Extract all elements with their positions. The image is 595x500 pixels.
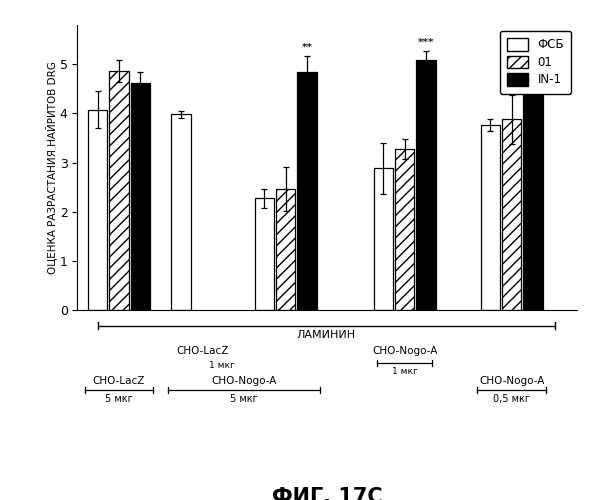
Bar [524, 89, 543, 310]
Y-axis label: ОЦЕНКА РАЗРАСТАНИЯ НАЙРИТОВ DRG: ОЦЕНКА РАЗРАСТАНИЯ НАЙРИТОВ DRG [45, 61, 57, 274]
Text: CHO-LacZ: CHO-LacZ [93, 376, 145, 386]
Bar [374, 168, 393, 310]
Text: 5 мкг: 5 мкг [230, 394, 258, 404]
Bar [395, 150, 414, 310]
Legend: ФСБ, 01, IN-1: ФСБ, 01, IN-1 [500, 31, 571, 94]
Bar [131, 83, 150, 310]
Bar [88, 110, 107, 310]
Bar [171, 114, 190, 310]
Bar [502, 120, 521, 310]
Text: CHO-LacZ: CHO-LacZ [176, 346, 228, 356]
Bar [416, 60, 436, 310]
Text: ФИГ. 17С: ФИГ. 17С [272, 486, 383, 500]
Bar [276, 188, 295, 310]
Bar [255, 198, 274, 310]
Bar [298, 72, 317, 310]
Bar [109, 70, 129, 310]
Text: ЛАМИНИН: ЛАМИНИН [296, 330, 356, 340]
Text: 1 мкг: 1 мкг [392, 367, 418, 376]
Text: **: ** [302, 43, 312, 52]
Text: ***: *** [418, 38, 434, 46]
Text: CHO-Nogo-A: CHO-Nogo-A [211, 376, 277, 386]
Text: CHO-Nogo-A: CHO-Nogo-A [479, 376, 544, 386]
Text: 5 мкг: 5 мкг [105, 394, 133, 404]
Text: 1 мкг: 1 мкг [209, 362, 235, 370]
Bar [481, 124, 500, 310]
Text: 0,5 мкг: 0,5 мкг [493, 394, 530, 404]
Text: CHO-Nogo-A: CHO-Nogo-A [372, 346, 437, 356]
